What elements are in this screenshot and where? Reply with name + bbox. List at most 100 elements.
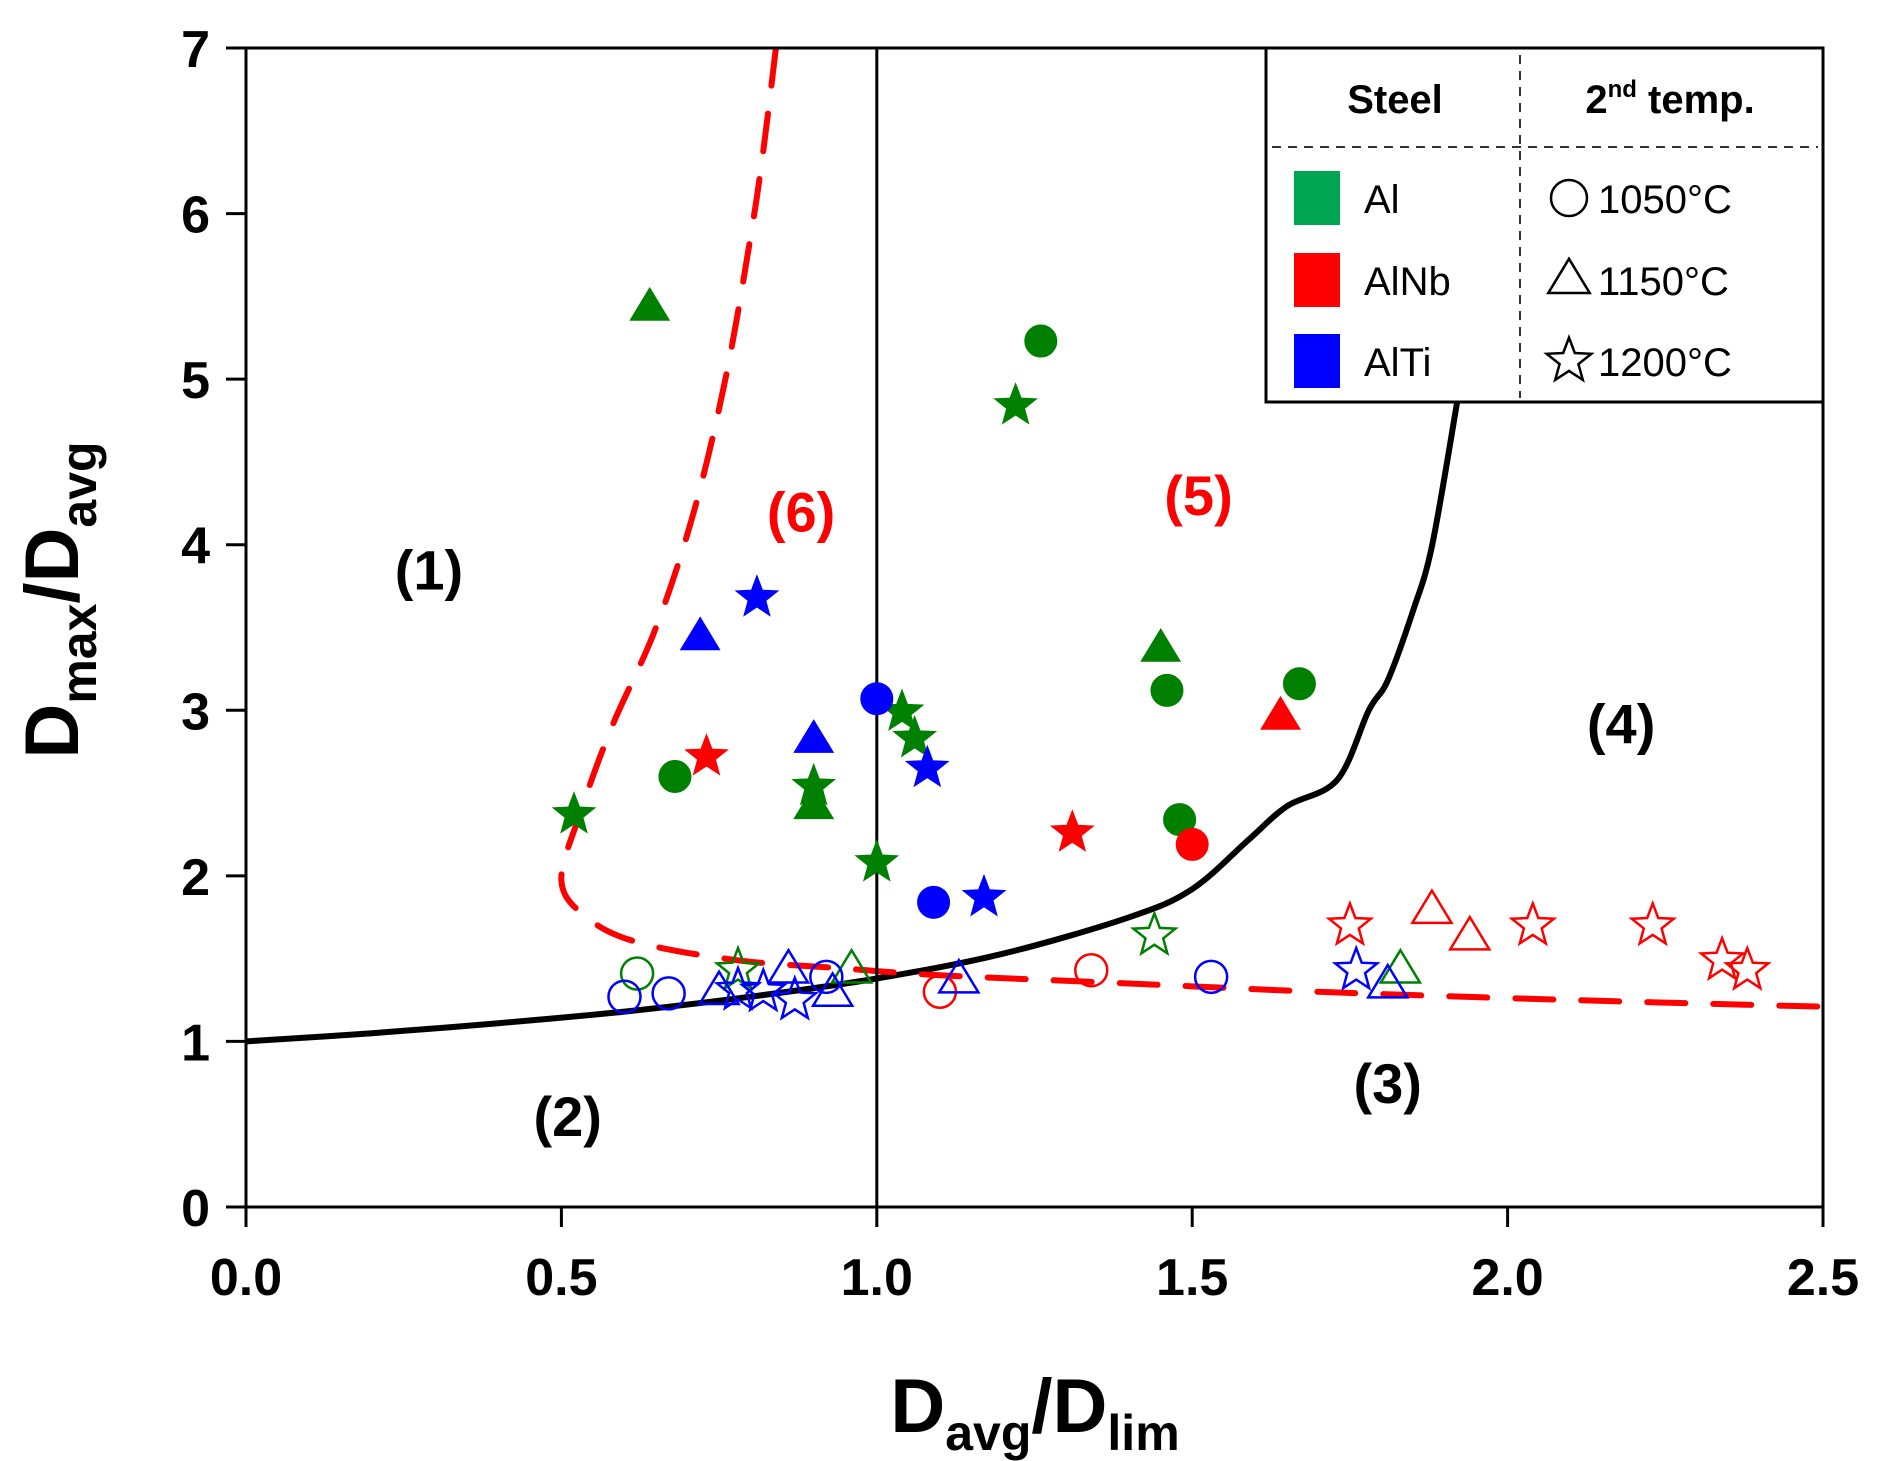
red-dashed-boundary-curve	[558, 48, 1823, 1010]
point-alti-star-filled	[904, 744, 950, 788]
point-al-star-open	[713, 944, 763, 991]
legend-label-temp: 1050°C	[1598, 178, 1732, 222]
point-alnb-triangle-open	[1447, 914, 1492, 951]
x-axis-title-sub2: lim	[1107, 1405, 1179, 1461]
point-alnb-star-open	[1697, 934, 1747, 982]
x-tick-label: 0.5	[525, 1249, 597, 1307]
point-alti-circle-open	[1193, 959, 1229, 995]
point-alti-triangle-open	[810, 970, 855, 1007]
y-tick-label: 2	[181, 849, 210, 907]
point-alti-triangle-filled	[793, 719, 835, 753]
y-axis-title: Dmax/Davg	[10, 441, 107, 758]
y-axis-title-sep: /D	[10, 528, 95, 604]
plot-frame	[244, 46, 1825, 1209]
black-boundary-curve	[246, 399, 1461, 1045]
point-al-star-filled	[854, 839, 900, 882]
region-label: (4)	[1587, 693, 1655, 756]
legend-label-alti: AlTi	[1364, 341, 1431, 385]
point-al-star-filled	[551, 791, 597, 834]
point-al-triangle-filled	[1140, 628, 1182, 662]
region-label: (1)	[395, 539, 463, 602]
point-al-star-open	[1129, 909, 1179, 957]
legend-temp-header-rest: temp.	[1637, 78, 1755, 122]
legend-temp-entries: 1050°C 1150°C 1200°C	[1543, 178, 1732, 385]
legend-label-al: Al	[1364, 178, 1400, 222]
y-axis-title-sub1: max	[51, 603, 107, 703]
point-al-circle-open	[619, 956, 655, 991]
point-alti-triangle-open	[697, 969, 741, 1006]
point-al-circle-filled	[1282, 667, 1316, 701]
y-tick-label: 6	[181, 187, 210, 245]
point-alnb-triangle-open	[1410, 888, 1454, 925]
point-alnb-star-filled	[1049, 809, 1095, 852]
point-alnb-star-open	[1628, 899, 1678, 947]
point-alnb-circle-open	[1074, 952, 1109, 988]
point-al-circle-filled	[1150, 673, 1184, 707]
point-alti-star-open	[1331, 944, 1381, 991]
legend-temp-header-main: 2	[1585, 78, 1607, 122]
y-axis-title-main: D	[10, 704, 95, 759]
region-label: (5)	[1164, 464, 1232, 527]
x-tick-label: 2.5	[1787, 1249, 1859, 1307]
legend-swatch-alnb	[1294, 253, 1340, 307]
x-axis-title-main: D	[890, 1364, 945, 1449]
legend-swatch-alti	[1294, 334, 1340, 388]
x-tick-label: 1.0	[841, 1249, 913, 1307]
point-alnb-star-open	[1722, 944, 1772, 991]
point-alti-triangle-open	[766, 947, 811, 984]
y-tick-label: 0	[181, 1180, 210, 1238]
legend-steel-entries: Al AlNb AlTi	[1294, 171, 1451, 388]
point-alti-circle-open	[809, 959, 844, 995]
point-alti-star-filled	[734, 574, 780, 617]
x-axis-title: Davg/Dlim	[890, 1364, 1179, 1461]
y-tick-label: 1	[181, 1014, 210, 1072]
point-alnb-star-open	[1325, 899, 1375, 947]
point-al-star-filled	[892, 714, 938, 758]
point-alnb-star-filled	[684, 733, 729, 776]
x-axis-title-sep: /D	[1031, 1364, 1107, 1449]
y-tick-label: 3	[181, 683, 210, 741]
point-alti-triangle-open	[937, 957, 981, 994]
point-alnb-circle-filled	[1175, 827, 1209, 861]
axes	[244, 46, 1825, 1209]
region-labels: (1) (2) (3) (4) (5) (6)	[395, 464, 1656, 1148]
x-tick-label: 0.0	[210, 1249, 282, 1307]
point-alti-star-open	[770, 974, 820, 1021]
point-al-star-filled	[791, 762, 837, 806]
x-tick-label: 1.5	[1156, 1249, 1228, 1307]
legend-steel-header: Steel	[1347, 78, 1443, 122]
point-alti-circle-filled	[917, 885, 951, 919]
point-alti-triangle-filled	[679, 616, 721, 651]
point-alnb-triangle-filled	[1260, 695, 1301, 730]
y-tick-label: 5	[181, 352, 210, 410]
data-points	[551, 286, 1772, 1021]
point-al-star-filled	[993, 382, 1038, 425]
point-al-triangle-filled	[629, 286, 671, 321]
y-tick-label: 4	[181, 518, 210, 576]
legend-label-temp: 1150°C	[1598, 260, 1729, 304]
x-axis-ticks: 0.0 0.5 1.0 1.5 2.0 2.5	[210, 1207, 1859, 1307]
point-alnb-star-open	[1508, 899, 1558, 947]
point-alti-circle-open	[607, 979, 642, 1014]
point-alti-star-filled	[961, 873, 1007, 917]
legend-star-icon	[1543, 334, 1595, 383]
y-axis-ticks: 0 1 2 3 4 5 6 7	[181, 21, 246, 1238]
legend-swatch-al	[1294, 171, 1340, 225]
legend-label-temp: 1200°C	[1598, 341, 1732, 385]
y-axis-title-sub2: avg	[51, 441, 107, 527]
curves-layer	[246, 48, 1823, 1045]
point-al-circle-filled	[658, 760, 692, 794]
y-tick-label: 7	[181, 21, 210, 79]
point-alti-triangle-open	[1365, 962, 1410, 999]
x-axis-title-sub1: avg	[945, 1405, 1031, 1461]
point-al-circle-filled	[1024, 324, 1058, 358]
point-al-triangle-open	[1378, 947, 1423, 984]
point-alti-circle-open	[651, 976, 686, 1011]
legend-circle-icon	[1549, 178, 1589, 218]
point-alti-star-open	[738, 966, 788, 1013]
legend-triangle-icon	[1546, 256, 1592, 295]
legend-label-alnb: AlNb	[1364, 260, 1451, 304]
legend-box	[1264, 46, 1825, 404]
